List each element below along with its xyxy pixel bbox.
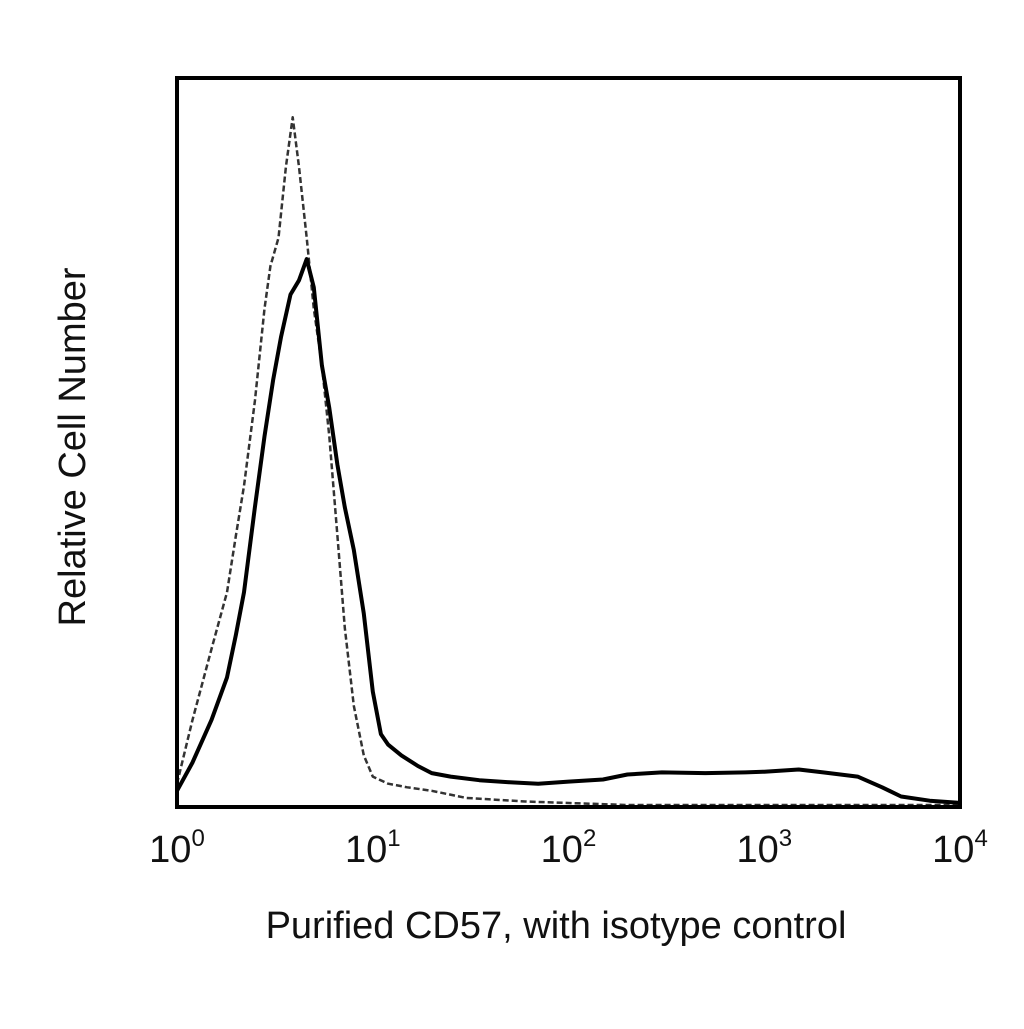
series-layer [175, 116, 961, 807]
x-tick-label: 104 [932, 825, 988, 871]
x-axis-title: Purified CD57, with isotype control [266, 905, 847, 947]
x-tick-labels: 100 101 102 103 104 [149, 825, 988, 871]
histogram-line-2 [175, 257, 961, 805]
x-tick-label: 101 [345, 825, 401, 871]
histogram-line-1 [175, 116, 960, 807]
x-tick-label: 103 [736, 825, 792, 871]
plot-frame [175, 76, 962, 809]
y-axis-title: Relative Cell Number [52, 267, 94, 626]
x-tick-label: 100 [149, 825, 205, 871]
x-tick-label: 102 [541, 825, 597, 871]
